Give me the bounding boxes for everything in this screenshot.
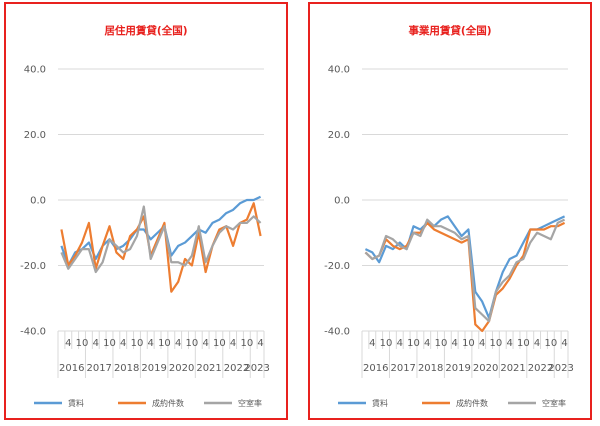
- x-tick-label: 10: [76, 338, 89, 349]
- legend-entry: 賃料: [68, 398, 84, 408]
- y-tick-label: 20.0: [328, 130, 350, 141]
- chart-title: 事業用賃貸(全国): [408, 24, 491, 37]
- x-tick-label: 10: [517, 338, 530, 349]
- x-year-label: 2020: [473, 363, 498, 374]
- chart-title: 居住用賃貸(全国): [104, 24, 187, 37]
- x-tick-label: 10: [186, 338, 199, 349]
- x-tick-label: 4: [175, 338, 181, 349]
- series-line: [364, 218, 566, 323]
- x-year-label: 2021: [500, 363, 525, 374]
- x-year-label: 2022: [224, 363, 249, 374]
- chart-panel-commercial: 事業用賃貸(全国) 40.0 20.0 0.0 -20.0 -40.0 4 10 4 10 4 10 4…: [308, 2, 592, 420]
- x-tick-label: 4: [452, 338, 458, 349]
- x-tick-label: 4: [561, 338, 567, 349]
- x-year-label: 2023: [244, 363, 269, 374]
- x-tick-label: 10: [131, 338, 144, 349]
- chart-residential: 居住用賃貸(全国)40.020.00.0-20.0-40.04 10 4 10 4 10 4…: [20, 24, 270, 408]
- x-tick-label: 4: [369, 338, 375, 349]
- y-tick-label: -40.0: [20, 327, 46, 338]
- legend-entry: 成約件数: [152, 398, 184, 408]
- x-tick-label: 10: [380, 338, 393, 349]
- x-year-label: 2023: [548, 363, 573, 374]
- x-tick-label: 4: [479, 338, 485, 349]
- x-year-label: 2017: [86, 363, 111, 374]
- x-tick-label: 4: [230, 338, 236, 349]
- x-tick-label: 4: [120, 338, 126, 349]
- y-tick-label: 0.0: [334, 196, 350, 207]
- y-tick-label: -40.0: [324, 327, 350, 338]
- x-tick-label: 10: [213, 338, 226, 349]
- x-year-label: 2016: [59, 363, 84, 374]
- x-tick-label: 10: [490, 338, 503, 349]
- x-year-label: 2016: [363, 363, 388, 374]
- y-tick-label: -20.0: [324, 261, 350, 272]
- x-tick-label: 4: [148, 338, 154, 349]
- x-year-label: 2019: [141, 363, 166, 374]
- x-year-label: 2019: [445, 363, 470, 374]
- series-line: [60, 202, 262, 293]
- legend-entry: 空室率: [542, 398, 566, 408]
- x-tick-label: 10: [407, 338, 420, 349]
- legend-entry: 賃料: [372, 398, 388, 408]
- x-tick-label: 4: [65, 338, 71, 349]
- series-line: [60, 205, 262, 274]
- x-tick-label: 4: [424, 338, 430, 349]
- y-tick-label: 40.0: [328, 65, 350, 76]
- y-tick-label: 0.0: [30, 196, 46, 207]
- x-year-label: 2020: [169, 363, 194, 374]
- x-tick-label: 10: [435, 338, 448, 349]
- y-tick-label: -20.0: [20, 261, 46, 272]
- x-year-label: 2021: [196, 363, 221, 374]
- x-tick-label: 4: [397, 338, 403, 349]
- x-tick-label: 10: [544, 338, 557, 349]
- chart-panel-residential: 居住用賃貸(全国) 40.0 20.0 0.0 -20.0 -40.0 4 10 4 10 4 10 4…: [4, 2, 288, 420]
- x-tick-label: 10: [158, 338, 171, 349]
- x-tick-label: 4: [93, 338, 99, 349]
- y-tick-label: 40.0: [24, 65, 46, 76]
- x-tick-label: 4: [534, 338, 540, 349]
- x-tick-label: 4: [257, 338, 263, 349]
- legend-entry: 成約件数: [456, 398, 488, 408]
- x-year-label: 2018: [418, 363, 443, 374]
- y-tick-label: 20.0: [24, 130, 46, 141]
- x-year-label: 2022: [528, 363, 553, 374]
- legend-entry: 空室率: [238, 398, 262, 408]
- x-year-label: 2018: [114, 363, 139, 374]
- series-line: [364, 221, 566, 333]
- x-year-label: 2017: [390, 363, 415, 374]
- series-line: [364, 215, 566, 319]
- x-tick-label: 4: [506, 338, 512, 349]
- x-tick-label: 10: [462, 338, 475, 349]
- x-tick-label: 4: [202, 338, 208, 349]
- x-tick-label: 10: [103, 338, 116, 349]
- x-tick-label: 10: [240, 338, 253, 349]
- chart-commercial: 事業用賃貸(全国)40.020.00.0-20.0-40.04 10 4 10 4 10 4…: [324, 24, 574, 408]
